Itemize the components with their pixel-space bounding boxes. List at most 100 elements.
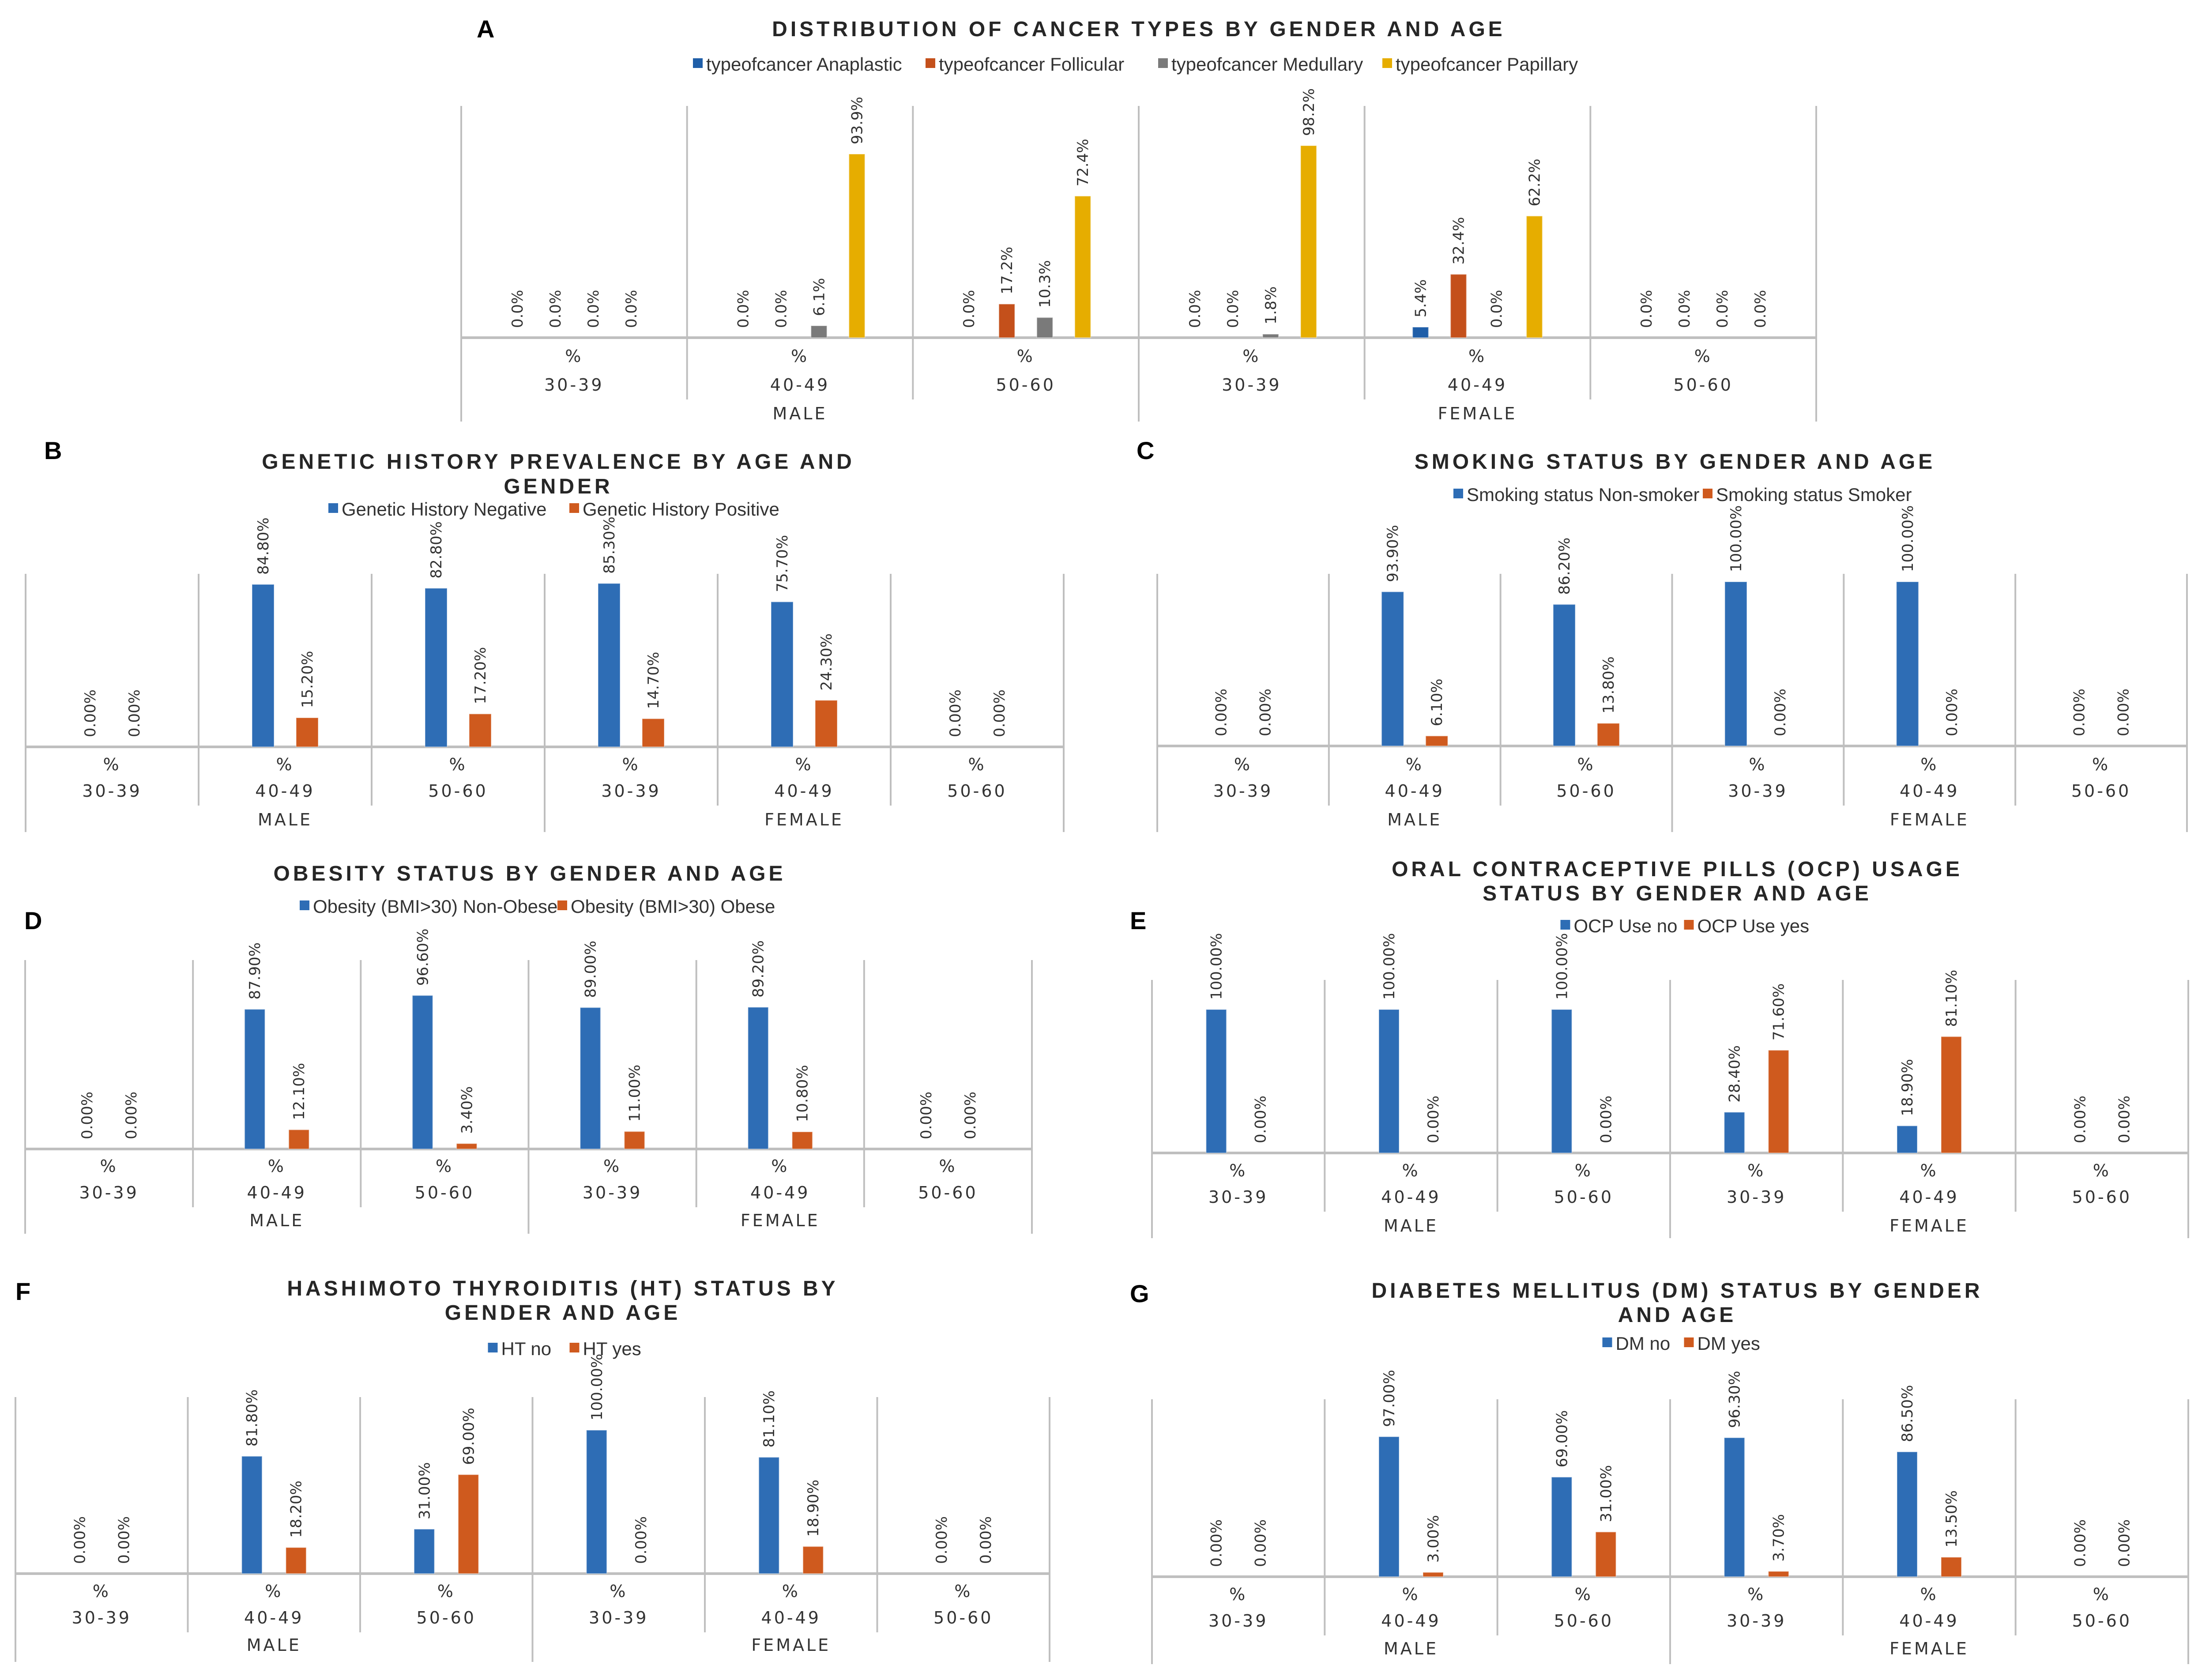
measure-label: % xyxy=(1406,755,1424,774)
data-label: 10.80% xyxy=(794,1065,812,1122)
legend-swatch xyxy=(1453,489,1463,498)
data-label: 69.00% xyxy=(460,1408,478,1465)
measure-label: % xyxy=(1920,1585,1938,1604)
bar xyxy=(1768,1050,1789,1154)
legend: HT no HT yes xyxy=(488,1338,641,1359)
data-label: 6.1% xyxy=(811,278,828,316)
bar xyxy=(642,718,665,748)
data-label: 89.00% xyxy=(582,941,600,998)
chart-title: SMOKING STATUS BY GENDER AND AGE xyxy=(1415,450,1936,474)
chart-panel-e: E ORAL CONTRACEPTIVE PILLS (OCP) USAGESTA… xyxy=(1130,858,2189,1238)
bar xyxy=(1595,1531,1617,1577)
chart-title: ORAL CONTRACEPTIVE PILLS (OCP) USAGE xyxy=(1392,858,1963,881)
bar xyxy=(285,1547,307,1575)
category-label: 40-49 xyxy=(247,1183,307,1202)
legend-swatch xyxy=(1382,58,1392,68)
data-label: 13.80% xyxy=(1600,656,1618,714)
data-label: 0.00% xyxy=(1597,1096,1615,1143)
data-label: 24.30% xyxy=(818,633,836,691)
bar xyxy=(1551,1009,1573,1153)
legend-swatch xyxy=(1684,1337,1694,1347)
data-label: 97.00% xyxy=(1381,1370,1398,1427)
bar xyxy=(747,1006,769,1149)
measure-label: % xyxy=(1229,1161,1247,1180)
data-label: 0.0% xyxy=(1714,290,1731,328)
measure-label: % xyxy=(954,1582,972,1601)
legend-entry: DM yes xyxy=(1697,1333,1760,1354)
category-label: 40-49 xyxy=(1448,375,1507,395)
data-label: 0.0% xyxy=(509,290,527,328)
bar xyxy=(1205,1009,1227,1153)
chart-title: GENDER xyxy=(504,475,613,498)
panel-letter: F xyxy=(15,1277,30,1305)
chart-panel-f: F HASHIMOTO THYROIDITIS (HT) STATUS BYGEN… xyxy=(15,1277,1050,1662)
chart-title: DIABETES MELLITUS (DM) STATUS BY GENDER xyxy=(1371,1279,1983,1303)
measure-label: % xyxy=(795,755,813,774)
group-label: FEMALE xyxy=(1889,1216,1969,1236)
category-label: 50-60 xyxy=(415,1183,474,1202)
data-label: 0.00% xyxy=(2071,689,2089,736)
legend-entry: typeofcancer Anaplastic xyxy=(706,54,902,75)
bar xyxy=(1423,1572,1444,1577)
measure-label: % xyxy=(437,1582,455,1601)
chart-title: OBESITY STATUS BY GENDER AND AGE xyxy=(273,862,786,885)
data-label: 100.00% xyxy=(1728,505,1745,572)
group-label: MALE xyxy=(258,810,312,829)
group-label: MALE xyxy=(249,1211,304,1230)
data-label: 100.00% xyxy=(588,1354,606,1420)
measure-label: % xyxy=(1017,347,1035,366)
category-label: 40-49 xyxy=(244,1608,304,1627)
data-label: 0.0% xyxy=(585,290,602,328)
data-label: 0.00% xyxy=(933,1516,951,1564)
data-label: 3.00% xyxy=(1425,1515,1442,1563)
legend-swatch xyxy=(1684,920,1694,930)
data-label: 1.8% xyxy=(1262,286,1280,324)
data-label: 72.4% xyxy=(1074,139,1092,186)
data-label: 11.00% xyxy=(626,1065,644,1122)
data-label: 0.00% xyxy=(1212,689,1230,736)
data-label: 13.50% xyxy=(1943,1490,1961,1548)
legend-entry: DM no xyxy=(1616,1333,1671,1354)
category-label: 50-60 xyxy=(933,1608,993,1627)
group-label: FEMALE xyxy=(1890,810,1969,829)
measure-label: % xyxy=(2093,1585,2111,1604)
panel-letter: D xyxy=(24,907,42,934)
group-label: MALE xyxy=(1387,810,1442,829)
category-label: 40-49 xyxy=(774,781,834,801)
bar xyxy=(1425,735,1449,746)
bar xyxy=(1897,1451,1918,1578)
bar xyxy=(815,700,838,747)
measure-label: % xyxy=(1694,347,1712,366)
bar xyxy=(1724,1437,1745,1578)
measure-label: % xyxy=(791,347,809,366)
data-label: 100.00% xyxy=(1899,505,1917,572)
bar xyxy=(412,995,433,1149)
data-label: 0.0% xyxy=(1638,290,1656,328)
measure-label: % xyxy=(1577,755,1596,774)
measure-label: % xyxy=(449,755,467,774)
data-label: 0.00% xyxy=(2115,689,2133,736)
measure-label: % xyxy=(968,755,986,774)
data-label: 100.00% xyxy=(1208,933,1226,1000)
bar xyxy=(1378,1009,1400,1153)
category-label: 40-49 xyxy=(770,375,830,395)
chart-title: DISTRIBUTION OF CANCER TYPES BY GENDER A… xyxy=(772,18,1505,41)
category-label: 40-49 xyxy=(1899,1187,1959,1207)
measure-label: % xyxy=(610,1582,628,1601)
category-label: 40-49 xyxy=(761,1608,821,1627)
legend: typeofcancer Anaplastic typeofcancer Foll… xyxy=(693,54,1578,75)
data-label: 81.10% xyxy=(760,1390,778,1448)
measure-label: % xyxy=(1749,755,1767,774)
bar xyxy=(580,1007,601,1150)
legend-swatch xyxy=(300,900,309,910)
measure-label: % xyxy=(1468,347,1487,366)
data-label: 71.60% xyxy=(1770,983,1788,1041)
chart-title: GENDER AND AGE xyxy=(445,1301,681,1325)
data-label: 6.10% xyxy=(1428,678,1446,726)
data-label: 0.00% xyxy=(126,689,143,737)
data-label: 0.0% xyxy=(1488,290,1506,328)
axis: MALE% 30-39% 40-49% 50-60 FEMALE% 30-39% 40-49… xyxy=(24,960,1033,1234)
panel-letter: E xyxy=(1130,907,1146,934)
chart-panel-c: C SMOKING STATUS BY GENDER AND AGE Smoking… xyxy=(1137,437,2188,832)
